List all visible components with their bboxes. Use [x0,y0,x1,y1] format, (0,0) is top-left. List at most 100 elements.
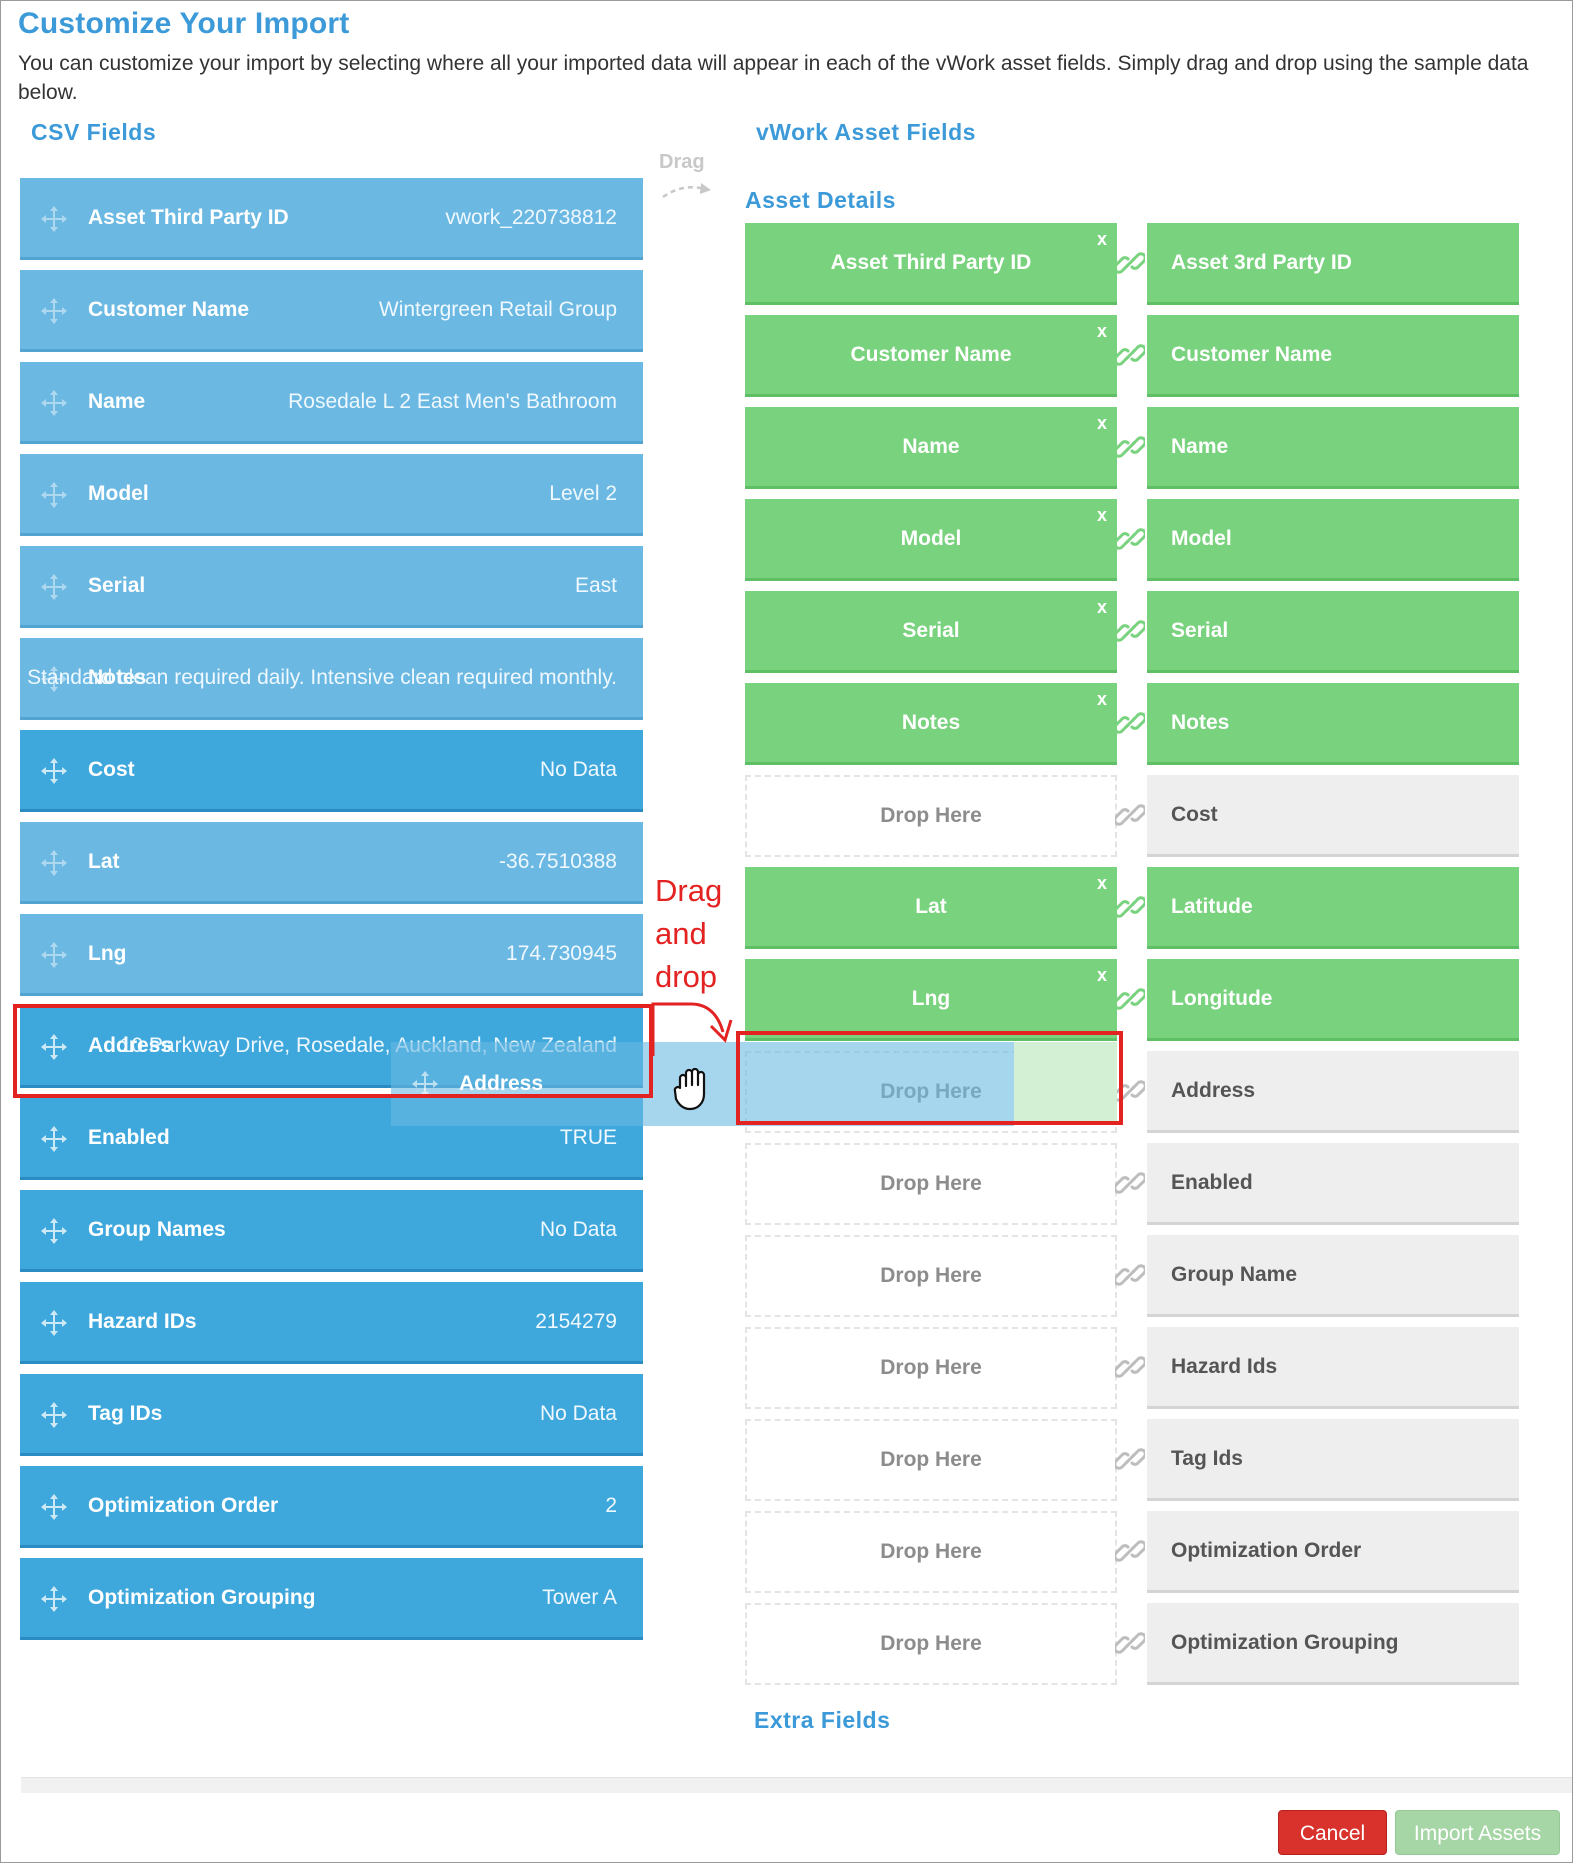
asset-field-label: Address [1171,1079,1256,1102]
asset-field-label: Enabled [1171,1171,1253,1194]
asset-field: Enabled [1147,1143,1519,1225]
vwork-asset-fields-heading: vWork Asset Fields [756,119,976,145]
csv-field-card[interactable]: Name Rosedale L 2 East Men's Bathroom [20,362,643,444]
link-icon [1113,1444,1147,1474]
csv-field-label: Hazard IDs [88,1310,197,1333]
asset-field: Customer Name [1147,315,1519,397]
mapped-target-slot[interactable]: Lat x [745,867,1117,949]
csv-field-card[interactable]: Cost No Data [20,730,643,812]
csv-field-sample-value: Level 2 [549,482,617,505]
asset-field-label: Latitude [1171,895,1253,918]
mapped-target-slot[interactable]: Name x [745,407,1117,489]
csv-field-card[interactable]: Group Names No Data [20,1190,643,1272]
csv-field-card[interactable]: Serial East [20,546,643,628]
csv-field-sample-value: 2 [605,1494,617,1517]
link-icon [1113,1260,1147,1290]
csv-field-sample-value: -36.7510388 [499,850,617,873]
remove-mapping-icon[interactable]: x [1096,965,1107,985]
target-slot-label: Lat [915,895,947,918]
csv-field-sample-value: No Data [539,1218,617,1241]
link-icon [1113,432,1147,462]
intro-text: You can customize your import by selecti… [18,52,1529,104]
csv-field-card[interactable]: Asset Third Party ID vwork_220738812 [20,178,643,260]
link-icon [1113,708,1147,738]
link-icon [1113,340,1147,370]
csv-field-label: Tag IDs [88,1402,163,1425]
drop-here-slot[interactable]: Drop Here [745,1327,1117,1409]
asset-field: Model [1147,499,1519,581]
asset-field: Group Name [1147,1235,1519,1317]
annotation-line-1: Drag [655,873,723,908]
csv-field-card[interactable]: Optimization Grouping Tower A [20,1558,643,1640]
csv-field-card[interactable]: Model Level 2 [20,454,643,536]
target-slot-label: Customer Name [850,343,1012,366]
move-icon [41,390,67,416]
asset-field-label: Group Name [1171,1263,1298,1286]
csv-field-card[interactable]: Optimization Order 2 [20,1466,643,1548]
remove-mapping-icon[interactable]: x [1096,597,1107,617]
drop-here-slot[interactable]: Drop Here [745,1419,1117,1501]
csv-field-card[interactable]: Tag IDs No Data [20,1374,643,1456]
csv-field-label: Optimization Order [88,1494,279,1517]
csv-field-label: Notes [88,666,147,689]
drop-here-slot[interactable]: Drop Here [745,1235,1117,1317]
cancel-button[interactable]: Cancel [1278,1810,1387,1855]
move-icon [41,666,67,692]
csv-field-label: Lat [88,850,120,873]
mapped-target-slot[interactable]: Lng x [745,959,1117,1041]
csv-field-card[interactable]: Lng 174.730945 [20,914,643,996]
target-slot-label: Model [900,527,962,550]
move-icon [41,1218,67,1244]
csv-field-label: Cost [88,758,135,781]
move-icon [41,1126,67,1152]
link-icon [1113,616,1147,646]
asset-field: Optimization Order [1147,1511,1519,1593]
csv-field-card[interactable]: Notes Standard clean required daily. Inte… [20,638,643,720]
asset-field-label: Model [1171,527,1232,550]
footer-divider [21,1777,1572,1793]
mapped-target-slot[interactable]: Asset Third Party ID x [745,223,1117,305]
asset-field-label: Optimization Order [1171,1539,1362,1562]
target-slot-label: Drop Here [880,1632,982,1655]
target-slot-label: Notes [901,711,961,734]
asset-field-label: Cost [1171,803,1218,826]
csv-field-card[interactable]: Lat -36.7510388 [20,822,643,904]
asset-field-label: Name [1171,435,1229,458]
link-icon [1113,524,1147,554]
import-assets-button[interactable]: Import Assets [1395,1810,1560,1855]
csv-field-label: Customer Name [88,298,250,321]
move-icon [412,1071,438,1097]
link-icon [1113,1352,1147,1382]
move-icon [41,850,67,876]
csv-field-label: Enabled [88,1126,170,1149]
target-slot-label: Drop Here [880,1540,982,1563]
drop-here-slot[interactable]: Drop Here [745,1511,1117,1593]
dialog-title: Customize Your Import [18,7,350,40]
remove-mapping-icon[interactable]: x [1096,873,1107,893]
remove-mapping-icon[interactable]: x [1096,505,1107,525]
asset-field: Notes [1147,683,1519,765]
drop-here-slot[interactable]: Drop Here [745,1603,1117,1685]
csv-field-sample-value: No Data [539,758,617,781]
remove-mapping-icon[interactable]: x [1096,413,1107,433]
drop-here-slot[interactable]: Drop Here [745,1143,1117,1225]
mapped-target-slot[interactable]: Model x [745,499,1117,581]
asset-details-heading: Asset Details [745,187,896,213]
remove-mapping-icon[interactable]: x [1096,229,1107,249]
asset-field: Tag Ids [1147,1419,1519,1501]
asset-field-label: Asset 3rd Party ID [1171,251,1352,274]
remove-mapping-icon[interactable]: x [1096,321,1107,341]
annotation-arrow-icon [651,1002,733,1056]
csv-field-label: Address [88,1034,173,1057]
target-slot-label: Drop Here [880,1172,982,1195]
mapped-target-slot[interactable]: Serial x [745,591,1117,673]
drop-here-slot[interactable]: Drop Here [745,775,1117,857]
remove-mapping-icon[interactable]: x [1096,689,1107,709]
extra-fields-heading: Extra Fields [754,1707,891,1733]
csv-field-card[interactable]: Customer Name Wintergreen Retail Group [20,270,643,352]
annotation-source-box [13,1004,653,1098]
csv-field-card[interactable]: Hazard IDs 2154279 [20,1282,643,1364]
mapped-target-slot[interactable]: Customer Name x [745,315,1117,397]
mapped-target-slot[interactable]: Notes x [745,683,1117,765]
